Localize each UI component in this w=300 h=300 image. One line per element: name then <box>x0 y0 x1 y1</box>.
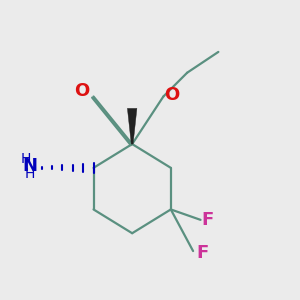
Text: N: N <box>22 157 37 175</box>
Text: F: F <box>202 212 214 230</box>
Polygon shape <box>128 108 137 144</box>
Text: H: H <box>21 152 31 166</box>
Text: H: H <box>24 167 35 181</box>
Text: F: F <box>196 244 208 262</box>
Text: O: O <box>164 86 179 104</box>
Text: O: O <box>75 82 90 100</box>
